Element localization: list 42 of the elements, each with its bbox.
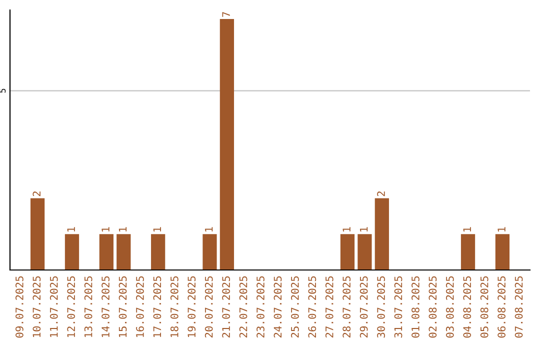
data-label: 1 (360, 227, 368, 232)
x-tick-label: 01.08.2025 (412, 276, 420, 338)
x-tick-label: 26.07.2025 (308, 276, 316, 338)
x-tick-label: 04.08.2025 (463, 276, 472, 338)
x-tick-label: 20.07.2025 (204, 276, 213, 338)
data-label: 1 (67, 227, 75, 232)
x-tick-label: 15.07.2025 (118, 276, 127, 338)
x-tick-label: 14.07.2025 (102, 276, 110, 338)
x-tick-label: 12.07.2025 (67, 276, 76, 338)
x-tick-label: 02.08.2025 (428, 276, 437, 338)
data-label: 2 (377, 192, 385, 196)
x-tick-label: 16.07.2025 (136, 276, 144, 338)
x-tick-label: 17.07.2025 (153, 276, 162, 338)
x-tick-label: 09.07.2025 (16, 276, 24, 338)
data-label: 1 (102, 227, 110, 232)
x-tick-label: 29.07.2025 (360, 276, 368, 338)
data-label: 1 (118, 227, 127, 232)
data-label: 2 (32, 192, 40, 196)
x-tick-label: 10.07.2025 (32, 276, 41, 338)
data-label: 1 (342, 227, 350, 232)
x-tick-label: 30.07.2025 (377, 276, 385, 338)
x-tick-label: 05.08.2025 (480, 276, 488, 338)
x-tick-label: 24.07.2025 (274, 276, 282, 338)
data-label: 7 (222, 12, 230, 17)
x-tick-label: 27.07.2025 (325, 276, 334, 338)
x-tick-label: 31.07.2025 (394, 276, 402, 338)
data-label: 1 (205, 227, 213, 232)
data-label: 1 (463, 227, 471, 232)
x-tick-label: 11.07.2025 (50, 276, 58, 338)
x-tick-label: 18.07.2025 (170, 276, 178, 338)
x-tick-label: 23.07.2025 (256, 276, 264, 338)
data-label: 1 (498, 227, 506, 232)
x-tick-label: 21.07.2025 (222, 276, 230, 338)
x-tick-label: 19.07.2025 (188, 276, 196, 338)
x-tick-label: 03.08.2025 (446, 276, 454, 338)
x-tick-label: 13.07.2025 (84, 276, 92, 338)
data-label: 1 (153, 227, 161, 232)
x-tick-label: 28.07.2025 (342, 276, 351, 338)
x-tick-label: 06.08.2025 (498, 276, 506, 338)
x-tick-label: 22.07.2025 (239, 276, 248, 338)
x-tick-label: 07.08.2025 (514, 276, 523, 338)
x-tick-label: 25.07.2025 (291, 276, 299, 338)
